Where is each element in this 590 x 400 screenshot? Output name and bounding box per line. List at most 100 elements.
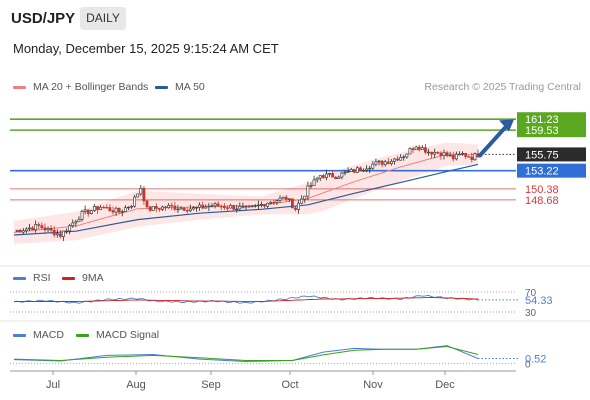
candle-body bbox=[15, 229, 19, 232]
candle-body bbox=[31, 227, 34, 231]
rsi-tick-label: 30 bbox=[525, 308, 537, 319]
candle-body bbox=[46, 227, 50, 231]
candle-body bbox=[71, 222, 75, 226]
key-level-label: 150.38 bbox=[525, 184, 559, 196]
key-level-label: 159.53 bbox=[525, 125, 559, 137]
candle-body bbox=[105, 207, 109, 209]
candle-body bbox=[58, 233, 62, 237]
x-axis-month-label: Dec bbox=[435, 379, 455, 391]
candle-body bbox=[213, 203, 217, 207]
candle-body bbox=[123, 207, 127, 212]
candle-body bbox=[111, 210, 115, 213]
candle-body bbox=[328, 173, 331, 175]
candle-body bbox=[108, 207, 112, 211]
candle-body bbox=[232, 205, 236, 210]
candle-body bbox=[244, 205, 248, 208]
candle-body bbox=[402, 156, 406, 159]
key-level-tag bbox=[517, 163, 586, 178]
legend-ma20-label: MA 20 + Bollinger Bands bbox=[33, 81, 149, 93]
rsi-value-label: 54.33 bbox=[525, 295, 553, 307]
candle-body bbox=[238, 206, 242, 210]
candle-body bbox=[188, 208, 192, 212]
candle-body bbox=[130, 205, 133, 208]
candle-body bbox=[117, 207, 121, 213]
macd-signal-swatch bbox=[76, 333, 89, 337]
candle-body bbox=[359, 167, 362, 171]
candle-body bbox=[331, 173, 335, 178]
candle-body bbox=[393, 158, 396, 162]
candle-body bbox=[458, 153, 461, 156]
candle-body bbox=[272, 202, 276, 204]
candle-body bbox=[120, 211, 124, 213]
candle-body bbox=[62, 230, 65, 237]
candle-body bbox=[451, 154, 455, 160]
candle-body bbox=[164, 206, 167, 209]
candle-body bbox=[325, 173, 328, 178]
candle-body bbox=[362, 169, 365, 172]
candle-body bbox=[55, 233, 59, 236]
candle-body bbox=[433, 151, 437, 155]
candle-body bbox=[157, 208, 161, 210]
candle-body bbox=[278, 197, 282, 201]
x-axis-month-label: Jul bbox=[46, 379, 60, 391]
legend-macd-signal: MACD Signal bbox=[76, 329, 159, 341]
candle-body bbox=[43, 227, 47, 231]
candle-body bbox=[93, 206, 96, 211]
last-price-tag bbox=[517, 147, 586, 162]
candle-body bbox=[266, 202, 270, 207]
candle-body bbox=[290, 198, 294, 209]
candle-body bbox=[467, 156, 471, 158]
candle-body bbox=[68, 225, 72, 232]
candle-body bbox=[399, 157, 403, 161]
candle-body bbox=[256, 204, 260, 207]
candle-body bbox=[374, 161, 378, 165]
key-level-label: 148.68 bbox=[525, 195, 559, 207]
candle-body bbox=[139, 188, 143, 195]
source-credit: Research © 2025 Trading Central bbox=[424, 81, 581, 93]
candle-body bbox=[74, 221, 78, 224]
candle-body bbox=[28, 227, 31, 230]
candle-body bbox=[306, 185, 310, 197]
candle-body bbox=[380, 160, 384, 165]
candle-body bbox=[77, 219, 81, 223]
candle-body bbox=[133, 196, 137, 207]
candle-body bbox=[235, 208, 239, 211]
candle-body bbox=[18, 229, 22, 233]
candle-body bbox=[309, 185, 313, 187]
candle-body bbox=[145, 200, 149, 208]
candle-body bbox=[334, 176, 338, 179]
candle-body bbox=[154, 206, 158, 209]
candle-body bbox=[198, 204, 202, 208]
candle-body bbox=[337, 176, 341, 179]
candle-body bbox=[161, 206, 164, 210]
candle-body bbox=[461, 152, 464, 155]
rsi-tick-label: 70 bbox=[525, 288, 537, 299]
candle-body bbox=[275, 200, 279, 203]
candle-body bbox=[368, 167, 372, 170]
candle-body bbox=[445, 152, 449, 156]
candle-body bbox=[430, 151, 434, 155]
symbol-title: USD/JPY bbox=[11, 10, 76, 27]
candle-body bbox=[349, 169, 353, 172]
candle-body bbox=[99, 206, 103, 211]
candle-body bbox=[89, 210, 93, 214]
legend-9ma-label: 9MA bbox=[82, 272, 104, 284]
candle-body bbox=[34, 224, 38, 231]
candle-body bbox=[219, 205, 223, 208]
key-level-tag bbox=[517, 123, 586, 138]
candle-body bbox=[207, 205, 211, 208]
candle-body bbox=[405, 153, 409, 158]
candle-body bbox=[195, 207, 198, 209]
candle-body bbox=[448, 154, 452, 157]
candle-body bbox=[80, 210, 84, 220]
candle-body bbox=[24, 228, 28, 232]
rsi-9ma-line bbox=[14, 297, 479, 302]
candle-body bbox=[470, 156, 474, 161]
9ma-swatch bbox=[62, 276, 75, 280]
ma50-line bbox=[13, 163, 479, 236]
candle-body bbox=[173, 205, 177, 210]
candle-body bbox=[287, 198, 291, 200]
candle-body bbox=[127, 206, 130, 209]
candle-body bbox=[253, 205, 257, 207]
timeframe-badge[interactable]: DAILY bbox=[80, 7, 126, 30]
